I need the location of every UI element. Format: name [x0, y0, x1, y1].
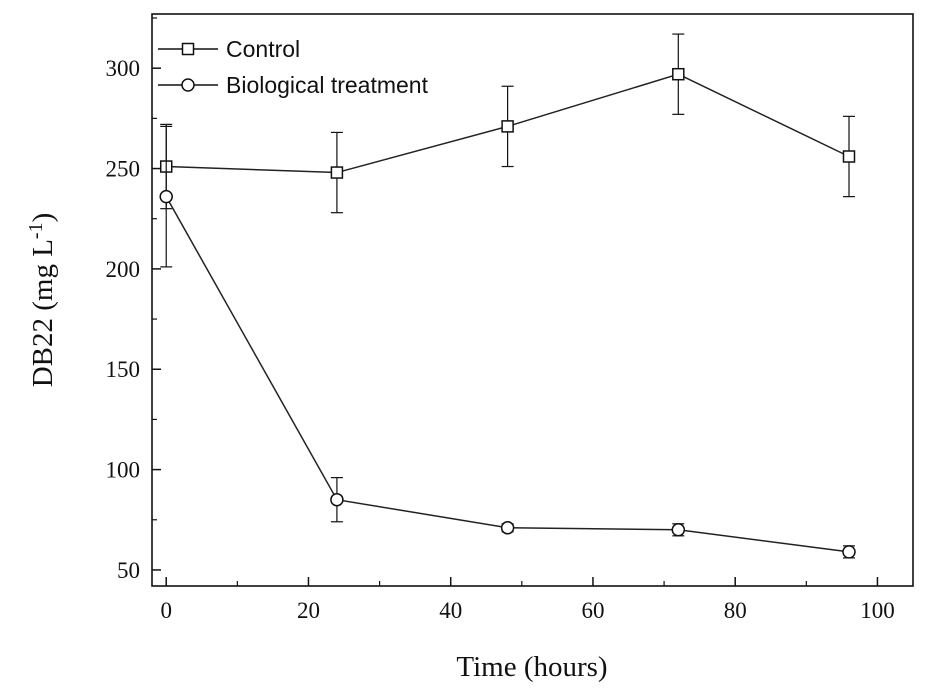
series-layer	[159, 33, 856, 559]
data-point	[842, 545, 856, 559]
y-tick-label: 300	[106, 56, 141, 81]
axes: 0 20 40 60 80 100 50 100 150 200 250 300	[106, 17, 895, 623]
data-point	[671, 523, 686, 537]
y-tick-label: 200	[106, 257, 141, 282]
x-tick-label: 100	[860, 598, 895, 623]
data-point	[159, 189, 173, 204]
x-tick-label: 0	[160, 598, 172, 623]
x-tick-label: 20	[297, 598, 320, 623]
x-tick-label: 60	[581, 598, 604, 623]
x-axis-title: Time (hours)	[456, 651, 607, 683]
y-tick-label: 100	[106, 458, 141, 483]
data-point	[330, 492, 344, 507]
plot-frame	[151, 13, 914, 587]
y-axis-title-superscript: -1	[25, 222, 47, 239]
series-line	[165, 196, 850, 553]
legend-label: Biological treatment	[226, 72, 429, 98]
y-axis-title: DB22 (mg L-1)	[25, 213, 59, 388]
y-tick-label: 250	[106, 157, 141, 182]
legend: Control Biological treatment	[158, 36, 429, 98]
legend-label: Control	[226, 36, 300, 62]
data-point	[672, 67, 685, 81]
data-point	[501, 120, 514, 133]
legend-marker	[181, 78, 195, 92]
series-biological-treatment	[159, 125, 856, 559]
data-point	[500, 521, 515, 535]
data-point	[330, 166, 344, 179]
legend-marker	[181, 42, 195, 56]
y-tick-label: 50	[117, 558, 140, 583]
x-tick-label: 40	[439, 598, 462, 623]
data-point	[842, 150, 856, 163]
y-tick-label: 150	[106, 357, 141, 382]
x-tick-label: 80	[724, 598, 747, 623]
